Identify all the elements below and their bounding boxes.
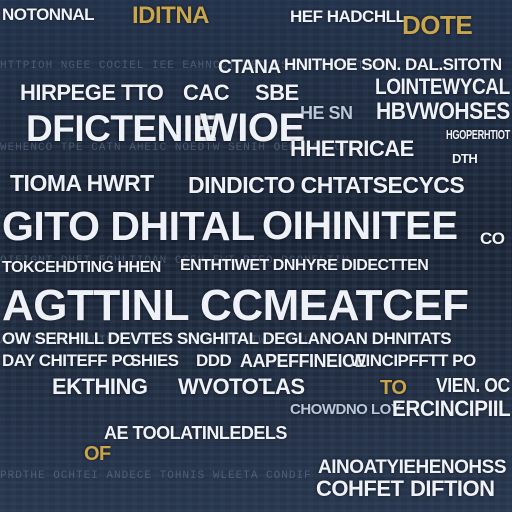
collage-word: HNITHOE SON. DAL.SITOTN: [284, 56, 502, 73]
collage-word: DINDICTO CHTATSECYCS: [188, 174, 464, 197]
collage-word: NOTONNAL: [2, 6, 94, 23]
collage-word: DTH: [452, 152, 477, 165]
collage-word: HE SN: [300, 104, 353, 122]
collage-word: CHOWDNO LOY: [290, 402, 400, 417]
collage-word: AINOATYIEHENOHSS: [318, 458, 506, 477]
collage-word: COHFET: [316, 478, 403, 500]
collage-word: OIHINITEE: [262, 206, 458, 246]
collage-word: HEF HADCHLL: [290, 8, 405, 25]
collage-word: SHIES: [130, 352, 179, 369]
collage-word: HHETRICAE: [290, 138, 414, 160]
collage-word: LOINTEWYCAL: [375, 76, 510, 98]
collage-word: SBE: [255, 82, 299, 104]
collage-word: GITO DHITAL: [2, 206, 255, 247]
collage-word: OW SERHILL DEVTES SNGHITAL DEGLANOAN DHN…: [2, 330, 451, 347]
collage-word: CO: [480, 230, 505, 247]
collage-word: CTANA: [218, 58, 281, 77]
collage-word: AAPEFFINEICE: [240, 352, 366, 370]
collage-word: HBVWOHSES: [376, 100, 510, 124]
collage-word: DOTE: [402, 12, 472, 38]
collage-word: WVOTOT: [178, 376, 271, 398]
collage-word: WIOE: [200, 108, 305, 148]
collage-word: IDITNA: [132, 4, 209, 28]
collage-word: HGOPERHTIOT: [446, 128, 510, 141]
collage-word: CAC: [183, 82, 229, 104]
collage-word: AGTTINL CCMEATCEF: [2, 284, 469, 328]
collage-word: DFICTENIE: [26, 110, 217, 147]
collage-word: DDD: [196, 352, 231, 369]
collage-word: VIEN. OC: [436, 376, 510, 396]
collage-word: ENTHTIWET DNHYRE DIDECTTEN: [180, 258, 428, 274]
collage-word: DAY CHITEFF PO: [2, 352, 135, 369]
collage-word: TIOMA HWRT: [10, 172, 154, 195]
collage-word: TO: [380, 378, 406, 398]
collage-word: DIFTION: [410, 478, 495, 500]
collage-word: EKTHING: [52, 376, 148, 398]
collage-word: HIRPEGE TTO: [20, 82, 163, 104]
collage-word: WINCIPFFTT PO: [350, 352, 476, 369]
collage-word: ERCINCIPIIL: [392, 398, 510, 420]
collage-word: LAS: [262, 376, 305, 398]
collage-word: OF: [84, 444, 111, 464]
collage-word: AE TOOLATINLEDELS: [104, 424, 287, 442]
collage-word: TOKCEHDTING HHEN: [2, 260, 161, 276]
